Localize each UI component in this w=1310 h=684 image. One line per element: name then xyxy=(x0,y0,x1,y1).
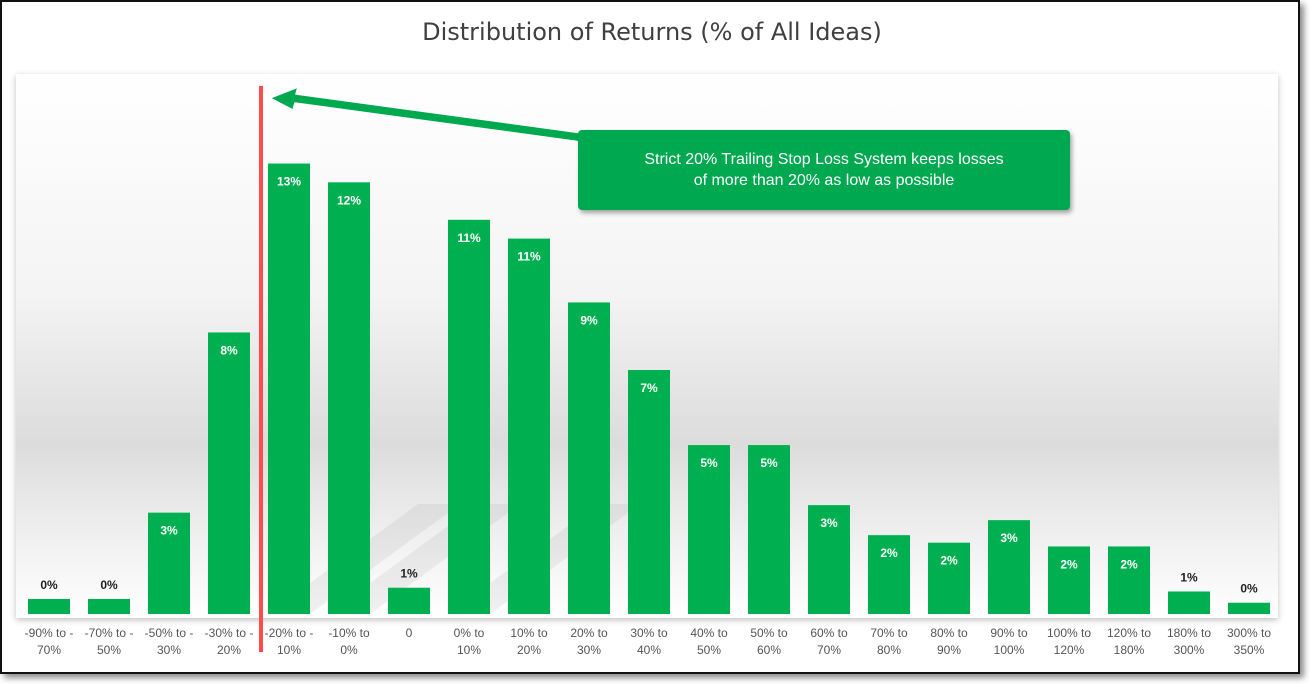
x-tick-label: 10% xyxy=(277,643,301,657)
x-tick-label: 350% xyxy=(1234,643,1265,657)
bar-value-label: 8% xyxy=(220,343,238,357)
callout-box: Strict 20% Trailing Stop Loss System kee… xyxy=(578,130,1070,210)
bar-180-to-300- xyxy=(1168,591,1210,614)
x-tick-label: 20% xyxy=(217,643,241,657)
bar-40-to-50- xyxy=(688,445,730,614)
bar-value-label: 3% xyxy=(160,524,178,538)
x-tick-label: 60% to xyxy=(810,626,848,640)
x-tick-label: 90% xyxy=(937,643,961,657)
bar-value-label: 0% xyxy=(1240,582,1258,596)
x-tick-label: 20% to xyxy=(570,626,608,640)
x-tick-label: 300% to xyxy=(1227,626,1271,640)
bar--10-to-0- xyxy=(328,182,370,615)
chart-title: Distribution of Returns (% of All Ideas) xyxy=(422,18,882,46)
x-tick-label: -70% to - xyxy=(85,626,134,640)
x-tick-label: 180% xyxy=(1114,643,1145,657)
x-tick-label: 20% xyxy=(517,643,541,657)
x-tick-label: 50% xyxy=(97,643,121,657)
x-tick-label: 80% to xyxy=(930,626,968,640)
x-tick-label: 50% xyxy=(697,643,721,657)
bar-value-label: 0% xyxy=(40,578,58,592)
x-tick-label: -20% to - xyxy=(265,626,314,640)
x-tick-label: 300% xyxy=(1174,643,1205,657)
bar-20-to-30- xyxy=(568,302,610,614)
bar-value-label: 5% xyxy=(700,456,718,470)
bar-value-label: 2% xyxy=(1060,557,1078,571)
x-tick-label: -10% to xyxy=(328,626,370,640)
bar-value-label: 2% xyxy=(1120,557,1138,571)
x-tick-label: 40% to xyxy=(690,626,728,640)
bar-value-label: 1% xyxy=(1180,570,1198,584)
bar-90-to-100- xyxy=(988,520,1030,614)
x-tick-label: 0 xyxy=(406,626,413,640)
bars xyxy=(28,163,1270,615)
x-tick-label: 0% xyxy=(340,643,358,657)
x-tick-label: 100% to xyxy=(1047,626,1091,640)
callout-text-line-2: of more than 20% as low as possible xyxy=(693,172,955,189)
chart-svg: 0% 0% 3% 8% 13% 12% 1% 11% 11% 9% 7% 5% 5% 3% 2% 2% 3% 2%… xyxy=(25,86,1272,657)
bar-value-label: 13% xyxy=(277,175,301,189)
x-tick-label: 180% to xyxy=(1167,626,1211,640)
bar-60-to-70- xyxy=(808,505,850,614)
bar--20-to-10- xyxy=(268,163,310,615)
bar-80-to-90- xyxy=(928,542,970,614)
callout-arrow xyxy=(269,86,583,143)
x-tick-label: 40% xyxy=(637,643,661,657)
x-tick-label: 50% to xyxy=(750,626,788,640)
bar--70-to-50- xyxy=(88,598,130,614)
x-tick-label: 0% to xyxy=(454,626,485,640)
bar-value-label: 0% xyxy=(100,578,118,592)
bar-100-to-120- xyxy=(1048,546,1090,614)
x-tick-label: 30% to xyxy=(630,626,668,640)
bar-value-label: 11% xyxy=(457,231,481,245)
x-tick-label: 70% to xyxy=(870,626,908,640)
bar-30-to-40- xyxy=(628,370,670,614)
x-tick-label: -90% to - xyxy=(25,626,74,640)
bar-value-labels: 0% 0% 3% 8% 13% 12% 1% 11% 11% 9% 7% 5% 5% 3% 2% 2% 3% 2%… xyxy=(40,175,1258,596)
x-tick-label: 120% xyxy=(1054,643,1085,657)
x-tick-label: 70% xyxy=(817,643,841,657)
bar-70-to-80- xyxy=(868,535,910,614)
bar-value-label: 9% xyxy=(580,313,598,327)
x-tick-label: 10% xyxy=(457,643,481,657)
x-tick-label: 30% xyxy=(157,643,181,657)
bar--50-to-30- xyxy=(148,512,190,614)
x-tick-label: -30% to - xyxy=(205,626,254,640)
x-tick-label: 30% xyxy=(577,643,601,657)
bar-value-label: 1% xyxy=(400,567,418,581)
bar-value-label: 3% xyxy=(820,516,838,530)
bar-value-label: 5% xyxy=(760,456,778,470)
x-tick-label: 120% to xyxy=(1107,626,1151,640)
bar-value-label: 3% xyxy=(1000,531,1018,545)
bar-0 xyxy=(388,587,430,614)
x-tick-label: 100% xyxy=(994,643,1025,657)
x-tick-label: 70% xyxy=(37,643,61,657)
chart-frame: Distribution of Returns (% of All Ideas)… xyxy=(0,0,1300,674)
x-tick-label: -50% to - xyxy=(145,626,194,640)
bar--30-to-20- xyxy=(208,332,250,614)
bar-value-label: 7% xyxy=(640,381,658,395)
callout-text-line-1: Strict 20% Trailing Stop Loss System kee… xyxy=(644,151,1004,168)
x-axis-tick-labels: -90% to - 70% -70% to - 50% -50% to - 30% -30%… xyxy=(25,626,1272,657)
x-tick-label: 60% xyxy=(757,643,781,657)
bar-value-label: 12% xyxy=(337,193,361,207)
bar-120-to-180- xyxy=(1108,546,1150,614)
bar-value-label: 2% xyxy=(880,546,898,560)
bar--90-to-70- xyxy=(28,598,70,614)
bar-0-to-10- xyxy=(448,219,490,614)
bar-value-label: 2% xyxy=(940,554,958,568)
bar-10-to-20- xyxy=(508,238,550,614)
x-tick-label: 80% xyxy=(877,643,901,657)
x-tick-label: 10% to xyxy=(510,626,548,640)
bar-value-label: 11% xyxy=(517,250,541,264)
x-tick-label: 90% to xyxy=(990,626,1028,640)
bar-300-to-350- xyxy=(1228,602,1270,614)
bar-50-to-60- xyxy=(748,445,790,614)
